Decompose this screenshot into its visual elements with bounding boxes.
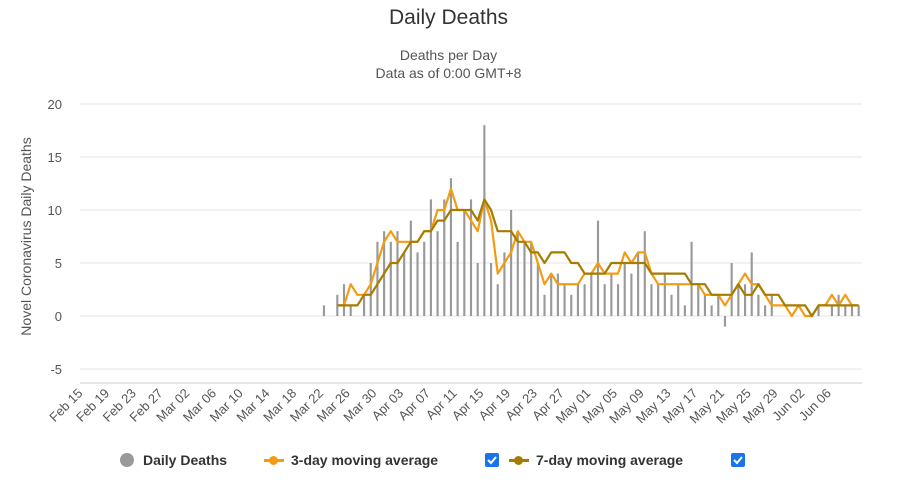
- bar: [322, 305, 326, 316]
- check-icon: [487, 456, 497, 465]
- legend: Daily Deaths 3-day moving average 7-day …: [0, 446, 897, 474]
- bar: [610, 273, 613, 316]
- bar: [596, 220, 600, 316]
- bar: [670, 294, 673, 316]
- bar: [389, 241, 392, 316]
- series-line-7-day-average: [337, 198, 859, 318]
- y-tick-label: -5: [50, 362, 62, 377]
- chart-subtitle-line-1: Deaths per Day: [399, 47, 498, 63]
- bar: [369, 263, 372, 316]
- bar: [710, 305, 713, 316]
- bar: [764, 305, 767, 316]
- bar: [683, 305, 686, 316]
- bar: [489, 263, 493, 316]
- bar: [550, 273, 553, 316]
- legend-label-3-day-average: 3-day moving average: [291, 452, 439, 468]
- bar: [516, 231, 519, 316]
- bar: [496, 284, 499, 316]
- y-tick-label: 20: [48, 97, 62, 112]
- legend-marker-3-day-average: [264, 455, 284, 465]
- bar: [576, 284, 580, 316]
- bar: [536, 263, 539, 316]
- bar: [723, 316, 727, 327]
- bar: [556, 273, 559, 316]
- bar: [637, 252, 640, 316]
- y-tick-label: 15: [48, 150, 62, 165]
- bar: [409, 220, 412, 316]
- legend-marker-daily-deaths: [120, 453, 134, 467]
- bar: [757, 294, 760, 316]
- bar: [583, 284, 586, 316]
- legend-item-3-day-average[interactable]: 3-day moving average: [264, 446, 438, 474]
- bar: [697, 284, 700, 316]
- bar: [436, 231, 439, 316]
- bar: [717, 294, 720, 316]
- bar: [830, 305, 833, 316]
- bar: [603, 284, 606, 316]
- bar: [483, 125, 486, 316]
- bar: [443, 199, 446, 316]
- legend-label-daily-deaths: Daily Deaths: [143, 452, 228, 468]
- bar: [857, 305, 860, 316]
- checkbox-3-day-average[interactable]: [485, 453, 499, 467]
- bar: [362, 294, 366, 316]
- bar: [703, 294, 707, 316]
- bar: [396, 231, 399, 316]
- bar: [570, 294, 573, 316]
- bar: [663, 273, 666, 316]
- y-tick-label: 0: [55, 309, 62, 324]
- bar: [429, 199, 432, 316]
- bar: [590, 273, 593, 316]
- legend-item-7-day-average[interactable]: 7-day moving average: [509, 446, 683, 474]
- bar: [643, 231, 646, 316]
- bar: [630, 273, 633, 316]
- bar: [616, 284, 620, 316]
- y-tick-label: 5: [55, 256, 62, 271]
- bar: [349, 305, 352, 316]
- legend-marker-7-day-average: [509, 455, 529, 465]
- chart-subtitle-line-2: Data as of 0:00 GMT+8: [375, 65, 522, 81]
- bar: [376, 241, 379, 316]
- bar: [623, 263, 626, 316]
- bar: [850, 305, 854, 316]
- bar: [690, 241, 693, 316]
- bar: [463, 210, 466, 316]
- line-series: [337, 187, 859, 318]
- bar: [456, 241, 459, 316]
- bar: [403, 252, 406, 316]
- bar: [449, 178, 453, 316]
- bar: [563, 284, 566, 316]
- bar: [844, 305, 847, 316]
- checkbox-7-day-average[interactable]: [731, 453, 745, 467]
- bar: [657, 284, 660, 316]
- bar: [677, 284, 680, 316]
- y-tick-label: 10: [48, 203, 62, 218]
- bar: [530, 241, 533, 316]
- bar: [476, 263, 479, 316]
- legend-label-7-day-average: 7-day moving average: [536, 452, 684, 468]
- bar: [543, 294, 546, 316]
- bar: [503, 252, 506, 316]
- chart-title: Daily Deaths: [388, 6, 509, 29]
- bar: [423, 241, 426, 316]
- bar: [523, 241, 526, 316]
- bar: [730, 263, 733, 316]
- bar: [650, 284, 653, 316]
- bar: [743, 284, 747, 316]
- y-axis-ticks: -5 0 5 10 15 20: [48, 97, 62, 377]
- bar: [342, 284, 346, 316]
- y-axis-label: Novel Coronavirus Daily Deaths: [18, 137, 34, 335]
- bar: [737, 284, 740, 316]
- legend-item-daily-deaths[interactable]: Daily Deaths: [120, 446, 227, 474]
- bar: [817, 305, 820, 316]
- bar: [469, 199, 473, 316]
- check-icon: [733, 456, 743, 465]
- bar: [416, 252, 419, 316]
- bar: [510, 210, 513, 316]
